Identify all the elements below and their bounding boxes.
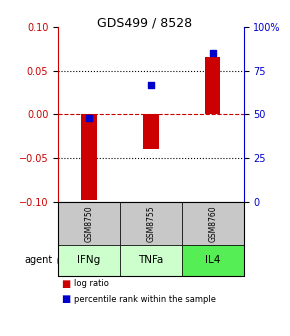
Point (148, 82, 153, 87)
Text: GSM8750: GSM8750 (84, 205, 93, 242)
Text: GSM8760: GSM8760 (208, 205, 217, 242)
Text: percentile rank within the sample: percentile rank within the sample (74, 295, 216, 303)
Bar (205, 57, 220, 114)
Text: IL4: IL4 (205, 255, 220, 265)
Bar (143, 114, 159, 149)
Text: ■: ■ (61, 294, 70, 304)
Text: IFNg: IFNg (77, 255, 101, 265)
Point (87, 115, 91, 120)
Text: log ratio: log ratio (74, 280, 109, 288)
Text: ▶: ▶ (57, 256, 63, 265)
Text: ■: ■ (61, 279, 70, 289)
Point (210, 50, 215, 56)
Text: TNFa: TNFa (138, 255, 164, 265)
Text: GSM8755: GSM8755 (146, 205, 155, 242)
Bar (81, 114, 97, 200)
Text: agent: agent (24, 255, 52, 265)
Text: GDS499 / 8528: GDS499 / 8528 (97, 17, 193, 30)
